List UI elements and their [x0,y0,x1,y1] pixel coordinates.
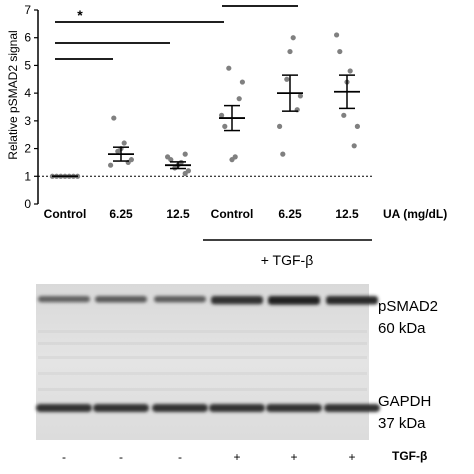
data-point [277,123,283,129]
background-stripe [38,356,367,359]
mean-sem-bars [52,74,360,178]
data-point [236,96,242,102]
lane-mark: + [348,450,355,464]
pSMAD2-band [268,296,320,305]
x-axis-labels: Control 6.25 12.5 Control 6.25 12.5 [44,207,359,221]
data-point [111,115,117,121]
group-label: + TGF-β [261,252,314,268]
data-point [337,48,343,55]
GAPDH-band [152,404,208,412]
data-point [297,93,303,99]
data-point [226,65,232,71]
data-point [347,68,353,74]
background-stripe [38,372,367,375]
pSMAD2-band [326,296,378,305]
comparison-bars [55,5,298,60]
blot-membrane [36,284,369,440]
background-stripe [38,330,367,333]
GAPDH-band [93,404,149,412]
lane-mark: + [233,450,240,464]
x-unit-label: UA (mg/dL) [383,207,447,221]
data-point [239,79,245,85]
lane-mark: + [290,450,297,464]
lane-mark: - [119,450,123,464]
data-point [341,112,347,118]
y-tick-label: 1 [24,169,31,183]
x-category-label: 12.5 [166,207,190,221]
data-point [229,157,235,163]
data-point [290,35,296,41]
lane-marks: - - - + + + [62,450,356,464]
data-point [280,151,286,157]
blot-label-pSMAD2-kda: 60 kDa [378,320,426,337]
significance-marker: * [77,7,83,23]
background-stripe [38,388,367,391]
lane-label: TGF-β [392,449,427,463]
data-points [49,32,360,179]
y-tick-label: 3 [24,114,31,128]
y-axis: 0 1 2 3 4 5 6 7 [24,3,39,211]
data-point [222,123,228,129]
blot-bands [36,296,380,412]
pSMAD2-band [154,296,206,303]
data-point [351,143,357,149]
data-point [108,162,114,168]
data-point [182,151,188,157]
data-point [121,140,127,146]
GAPDH-band [324,404,380,412]
y-tick-label: 7 [24,3,31,17]
pSMAD2-band [211,296,263,305]
blot-label-GAPDH: GAPDH [378,393,431,410]
x-category-label: 12.5 [335,207,359,221]
x-category-label: Control [44,207,87,221]
data-point [219,112,225,118]
lane-mark: - [178,450,182,464]
data-point [284,76,290,82]
western-blot: pSMAD2 60 kDa GAPDH 37 kDa - - - + + + TGF-β [36,284,438,464]
x-category-label: 6.25 [109,207,133,221]
y-tick-label: 5 [24,58,31,72]
blot-label-GAPDH-kda: 37 kDa [378,415,426,432]
y-tick-label: 4 [24,86,31,100]
pSMAD2-band [95,296,147,303]
x-category-label: 6.25 [278,207,302,221]
blot-label-pSMAD2: pSMAD2 [378,298,438,315]
GAPDH-band [209,404,265,412]
y-tick-label: 0 [24,197,31,211]
background-stripe [38,342,367,345]
lane-mark: - [62,450,66,464]
pSMAD2-scatter-chart: Relative pSMAD2 signal 0 1 2 3 4 5 6 7 * Contro… [6,3,447,268]
y-tick-label: 2 [24,142,31,156]
data-point [334,32,340,38]
data-point [182,170,188,177]
y-tick-label: 6 [24,31,31,45]
x-category-label: Control [211,207,254,221]
GAPDH-band [266,404,322,412]
y-axis-label: Relative pSMAD2 signal [6,30,20,159]
data-point [287,48,293,55]
GAPDH-band [36,404,92,412]
data-point [354,123,360,129]
data-point [168,157,174,163]
data-point [115,148,121,154]
pSMAD2-band [38,296,90,303]
